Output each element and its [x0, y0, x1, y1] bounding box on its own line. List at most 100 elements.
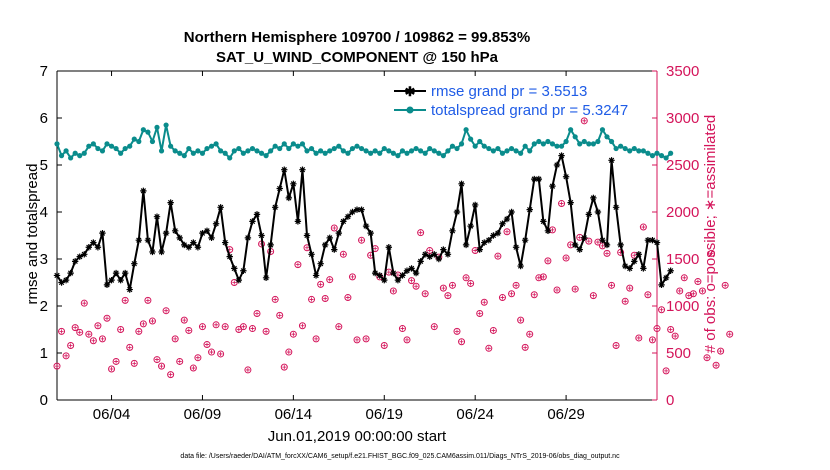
- obs-assimilated-mark: [573, 287, 578, 292]
- totalspread-point: [577, 141, 583, 147]
- rmse-point: [485, 237, 493, 244]
- rmse-point: [353, 206, 361, 213]
- totalspread-point: [104, 141, 110, 147]
- obs-point: [89, 337, 97, 345]
- obs-assimilated-mark: [505, 229, 509, 234]
- obs-assimilated-mark: [241, 324, 246, 329]
- rmse-point: [340, 218, 347, 225]
- rmse-series: [53, 152, 674, 293]
- rmse-point: [508, 208, 515, 216]
- obs-point: [698, 287, 706, 295]
- x-tick-label: 06/19: [365, 406, 403, 423]
- totalspread-point: [258, 150, 265, 156]
- obs-point: [398, 325, 406, 333]
- totalspread-point: [668, 150, 674, 156]
- obs-point: [135, 327, 143, 335]
- totalspread-point: [68, 155, 74, 161]
- obs-assimilated-mark: [650, 337, 655, 342]
- obs-assimilated-mark: [332, 225, 337, 230]
- obs-point: [458, 338, 466, 346]
- obs-assimilated-mark: [205, 342, 209, 347]
- rmse-point: [208, 234, 215, 242]
- totalspread-point: [354, 143, 360, 149]
- obs-point: [448, 281, 456, 289]
- rmse-point: [453, 208, 461, 216]
- rmse-point: [381, 276, 388, 284]
- obs-assimilated-mark: [77, 330, 82, 335]
- obs-point: [408, 277, 416, 285]
- obs-assimilated-mark: [177, 359, 182, 364]
- rmse-point: [617, 241, 624, 249]
- rmse-point: [71, 258, 79, 265]
- y-right-tick-label: 2500: [666, 157, 699, 174]
- rmse-point: [631, 258, 638, 265]
- rmse-point: [294, 218, 302, 225]
- totalspread-point: [86, 143, 92, 149]
- totalspread-point: [127, 143, 133, 149]
- obs-point: [208, 348, 216, 356]
- obs-assimilated-mark: [418, 230, 423, 235]
- obs-point: [526, 330, 534, 338]
- totalspread-point: [499, 150, 506, 156]
- y-left-tick-label: 4: [40, 204, 48, 221]
- obs-point: [421, 290, 429, 298]
- obs-point: [176, 357, 184, 365]
- totalspread-point: [113, 145, 119, 152]
- obs-point: [612, 341, 620, 349]
- totalspread-point: [190, 150, 196, 156]
- obs-point: [326, 276, 334, 284]
- rmse-point: [240, 267, 247, 274]
- rmse-point: [153, 213, 161, 220]
- totalspread-point: [540, 141, 546, 147]
- totalspread-point: [599, 127, 606, 133]
- rmse-point: [585, 211, 593, 218]
- obs-assimilated-mark: [59, 329, 64, 334]
- obs-assimilated-mark: [550, 227, 555, 232]
- obs-point: [676, 287, 684, 295]
- obs-assimilated-mark: [405, 337, 409, 342]
- obs-point: [485, 344, 493, 352]
- obs-point: [562, 254, 570, 262]
- obs-assimilated-mark: [382, 343, 387, 348]
- y-left-tick-label: 3: [40, 251, 48, 268]
- obs-point: [726, 330, 734, 338]
- rmse-point: [258, 232, 265, 239]
- obs-point: [535, 274, 543, 282]
- obs-assimilated-mark: [568, 242, 573, 247]
- rmse-point: [90, 239, 97, 246]
- rmse-point: [117, 276, 124, 284]
- obs-assimilated-mark: [477, 311, 482, 316]
- obs-point: [544, 257, 552, 265]
- totalspread-point: [440, 153, 446, 159]
- rmse-point: [103, 281, 111, 289]
- y-right-tick-label: 3500: [666, 63, 699, 80]
- obs-assimilated-mark: [318, 282, 323, 287]
- totalspread-point: [186, 145, 192, 152]
- totalspread-point: [345, 150, 351, 156]
- totalspread-point: [445, 148, 451, 154]
- obs-assimilated-mark: [427, 248, 432, 253]
- obs-assimilated-mark: [173, 336, 178, 341]
- obs-point: [126, 343, 134, 351]
- obs-point: [276, 311, 284, 319]
- obs-assimilated-mark: [168, 372, 173, 377]
- obs-point: [344, 294, 352, 302]
- rmse-point: [53, 272, 61, 279]
- obs-assimilated-mark: [677, 288, 682, 293]
- obs-point: [148, 317, 156, 325]
- obs-point: [103, 314, 111, 322]
- obs-assimilated-mark: [664, 368, 669, 373]
- obs-assimilated-mark: [577, 235, 582, 240]
- totalspread-point: [240, 150, 246, 156]
- obs-point: [512, 281, 520, 289]
- y-right-tick-label: 3000: [666, 110, 699, 127]
- legend-rmse-label: rmse grand pr = 3.5513: [431, 83, 587, 100]
- totalspread-point: [613, 145, 619, 152]
- obs-assimilated-mark: [582, 118, 587, 123]
- obs-assimilated-mark: [209, 350, 214, 355]
- obs-assimilated-mark: [395, 272, 400, 277]
- obs-point: [321, 294, 329, 302]
- totalspread-point: [72, 150, 78, 156]
- totalspread-point: [604, 134, 610, 140]
- rmse-point: [417, 258, 424, 265]
